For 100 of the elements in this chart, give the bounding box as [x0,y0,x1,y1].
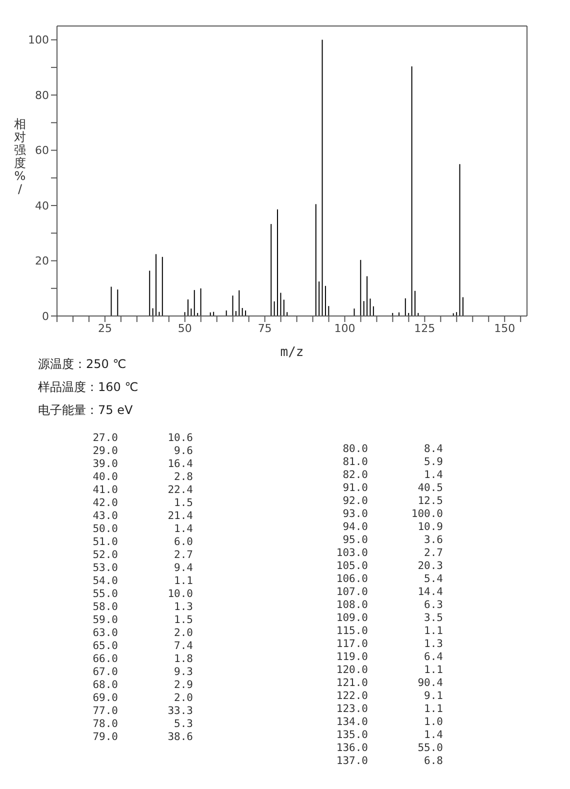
category-label: 108.0 [335,599,368,612]
category-label: 94.0 [342,521,368,534]
category-label: 51.0 [92,536,118,549]
category-label: 117.0 [335,638,368,651]
y-tick-label: 40 [35,199,49,212]
text: 14.4 [418,586,443,598]
category-label: 27.0 [92,432,118,445]
text: 9.1 [424,690,443,702]
text: 3.5 [424,612,443,624]
text: 电子能量：75 eV [38,402,134,419]
category-label: 79.0 [92,731,118,744]
text: 100.0 [411,508,443,520]
category-label: 106.0 [335,573,368,586]
text: 2.0 [174,692,193,704]
category-label: 67.0 [92,666,118,679]
y-tick-label: 20 [35,254,49,268]
category-label: 137.0 [335,755,368,768]
text: 1.8 [174,653,193,665]
category-label: 136.0 [335,742,368,755]
category-label: 123.0 [335,703,368,716]
category-label: 107.0 [335,586,368,599]
x-tick-label: 125 [414,322,436,335]
text: 90.4 [418,677,443,689]
category-label: 69.0 [92,692,118,705]
category-label: 50.0 [92,523,118,536]
text: 10.0 [168,588,193,600]
category-label: 120.0 [335,664,368,677]
text: 1.1 [424,703,443,715]
category-label: 92.0 [342,495,368,508]
text: 2.7 [174,549,193,561]
x-tick-label: 75 [258,322,272,335]
x-tick-label: 100 [334,322,356,335]
category-label: 59.0 [92,614,118,627]
text: 2.8 [174,471,193,483]
category-label: 77.0 [92,705,118,718]
text: 6.3 [424,599,443,611]
category-label: 95.0 [342,534,368,547]
category-label: 66.0 [92,653,118,666]
text: 1.4 [424,469,443,481]
text: 55.0 [418,742,443,754]
y-axis-title: 相对强度%/ [13,117,27,196]
text: 38.6 [168,731,193,743]
text: 源温度：250 ℃ [38,356,128,373]
text: 12.5 [418,495,443,507]
y-tick-label: 60 [35,144,49,158]
category-label: 52.0 [92,549,118,562]
category-label: 68.0 [92,679,118,692]
text: 16.4 [168,458,193,470]
category-label: 54.0 [92,575,118,588]
category-label: 115.0 [335,625,368,638]
category-label: 43.0 [92,510,118,523]
x-tick-label: 25 [98,322,112,335]
y-tick-label: 0 [42,310,49,323]
text: 9.4 [174,562,193,574]
category-label: 80.0 [342,443,368,456]
text: 1.5 [174,497,193,509]
category-label: 91.0 [342,482,368,495]
text: 8.4 [424,443,443,455]
x-tick-label: 50 [178,322,192,335]
category-label: 134.0 [335,716,368,729]
category-label: 93.0 [342,508,368,521]
text: 5.3 [174,718,193,730]
text: 1.1 [424,664,443,676]
text: 5.4 [424,573,443,585]
category-label: 65.0 [92,640,118,653]
x-tick-label: 150 [494,322,516,335]
text: 9.6 [174,445,193,457]
category-label: 63.0 [92,627,118,640]
category-label: 105.0 [335,560,368,573]
text: 1.3 [174,601,193,613]
category-label: 109.0 [335,612,368,625]
text: 3.6 [424,534,443,546]
category-label: 121.0 [335,677,368,690]
text: 1.3 [424,638,443,650]
category-label: 78.0 [92,718,118,731]
y-tick-label: 80 [35,88,49,102]
category-label: 40.0 [92,471,118,484]
text: 9.3 [174,666,193,678]
category-label: 119.0 [335,651,368,664]
category-label: 81.0 [342,456,368,469]
text: 1.4 [424,729,443,741]
category-label: 122.0 [335,690,368,703]
category-label: 41.0 [92,484,118,497]
text: 6.0 [174,536,193,548]
category-label: 103.0 [335,547,368,560]
y-tick-label: 100 [28,34,49,47]
text: 6.4 [424,651,443,663]
text: 40.5 [418,482,443,494]
text: 21.4 [168,510,193,522]
category-label: 58.0 [92,601,118,614]
text: 1.1 [424,625,443,637]
category-label: 42.0 [92,497,118,510]
text: 2.7 [424,547,443,559]
x-axis-title: m/z [280,345,304,360]
text: 1.0 [424,716,443,728]
category-label: 135.0 [335,729,368,742]
text: 1.5 [174,614,193,626]
text: 10.6 [168,432,193,444]
text: 1.4 [174,523,193,535]
category-label: 53.0 [92,562,118,575]
